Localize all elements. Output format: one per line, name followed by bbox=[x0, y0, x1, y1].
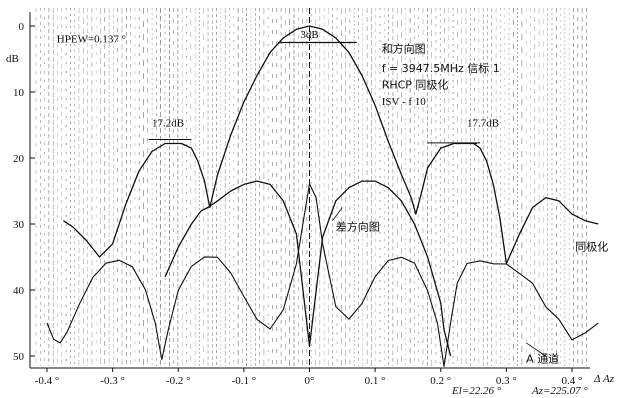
grid-lines bbox=[35, 8, 587, 366]
y-tick-label: 10 bbox=[13, 87, 25, 99]
series-line-2 bbox=[164, 180, 452, 357]
annotations: HPEW=0.137 ° 3dB 和方向图 f = 3947.5MHz 信标 1 RHC… bbox=[57, 29, 608, 366]
annotation-17-2db: 17.2dB bbox=[152, 117, 184, 129]
x-tick-label: 0° bbox=[305, 375, 315, 387]
series-line-3 bbox=[63, 142, 599, 265]
annotation-17-7db: 17.7dB bbox=[467, 117, 499, 129]
x-tick-label: -0.4 ° bbox=[35, 375, 60, 387]
x-tick-label: 0.3 ° bbox=[496, 375, 517, 387]
x-tick-label: 0.4 ° bbox=[562, 375, 583, 387]
series-layer bbox=[46, 25, 599, 367]
leader-line bbox=[332, 207, 343, 221]
x-tick-label: 0.2 ° bbox=[430, 375, 451, 387]
readouts: El=22.26 ° Az=225.07 ° bbox=[451, 385, 588, 397]
series-line-1 bbox=[178, 25, 477, 215]
annotation-a: A 通道 bbox=[526, 352, 559, 366]
annotation-hpew-0-137: HPEW=0.137 ° bbox=[57, 34, 126, 46]
x-axis-label: Δ Az bbox=[593, 373, 615, 385]
y-axis-label: dB bbox=[6, 53, 19, 65]
ticks: -0.4 ° -0.3 ° -0.2 ° -0.1 ° 0° 0.1 ° 0.2 ° 0.3 … bbox=[13, 21, 582, 387]
y-tick-label: 30 bbox=[13, 219, 25, 231]
annotation-3db: 3dB bbox=[300, 29, 318, 41]
leader-line bbox=[525, 342, 546, 357]
annotation-item: 差方向图 bbox=[336, 220, 380, 234]
series-line-4 bbox=[46, 183, 599, 367]
annotation-rhcp: RHCP 同极化 bbox=[382, 78, 449, 92]
annotation-isv-f-10: ISV - f 10 bbox=[382, 96, 427, 108]
annotation-f-3947-5mhz-1: f = 3947.5MHz 信标 1 bbox=[382, 61, 500, 75]
annotation-item: 同极化 bbox=[575, 239, 608, 253]
x-tick-label: -0.3 ° bbox=[100, 375, 125, 387]
y-tick-label: 0 bbox=[19, 21, 25, 33]
y-tick-label: 40 bbox=[13, 285, 25, 297]
x-tick-label: 0.1 ° bbox=[365, 375, 386, 387]
y-tick-label: 50 bbox=[13, 351, 25, 363]
annotation-item: 和方向图 bbox=[382, 41, 426, 55]
azimuth-readout: Az=225.07 ° bbox=[531, 385, 588, 397]
elevation-readout: El=22.26 ° bbox=[451, 385, 502, 397]
x-tick-label: -0.1 ° bbox=[232, 375, 257, 387]
y-tick-label: 20 bbox=[13, 153, 25, 165]
x-tick-label: -0.2 ° bbox=[166, 375, 191, 387]
